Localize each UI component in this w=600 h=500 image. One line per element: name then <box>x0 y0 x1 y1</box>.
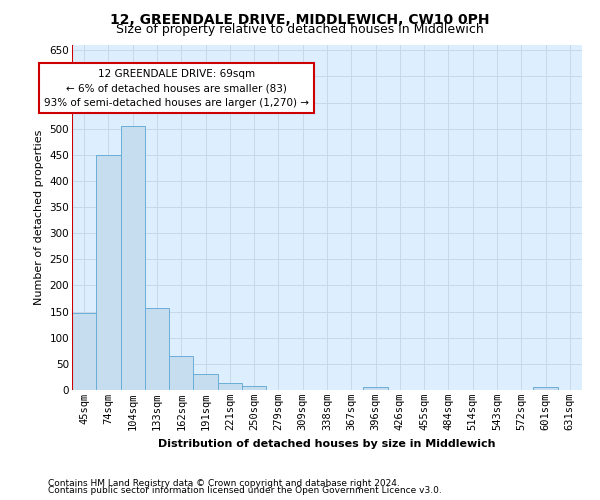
Text: Contains HM Land Registry data © Crown copyright and database right 2024.: Contains HM Land Registry data © Crown c… <box>48 478 400 488</box>
Bar <box>193 374 218 390</box>
Bar <box>533 388 558 390</box>
Text: Size of property relative to detached houses in Middlewich: Size of property relative to detached ho… <box>116 22 484 36</box>
Bar <box>242 386 266 390</box>
Text: 12, GREENDALE DRIVE, MIDDLEWICH, CW10 0PH: 12, GREENDALE DRIVE, MIDDLEWICH, CW10 0P… <box>110 12 490 26</box>
X-axis label: Distribution of detached houses by size in Middlewich: Distribution of detached houses by size … <box>158 438 496 448</box>
Bar <box>364 388 388 390</box>
Bar <box>145 308 169 390</box>
Bar <box>218 383 242 390</box>
Text: Contains public sector information licensed under the Open Government Licence v3: Contains public sector information licen… <box>48 486 442 495</box>
Bar <box>121 126 145 390</box>
Bar <box>169 356 193 390</box>
Bar <box>96 156 121 390</box>
Text: 12 GREENDALE DRIVE: 69sqm
← 6% of detached houses are smaller (83)
93% of semi-d: 12 GREENDALE DRIVE: 69sqm ← 6% of detach… <box>44 68 309 108</box>
Y-axis label: Number of detached properties: Number of detached properties <box>34 130 44 305</box>
Bar <box>72 313 96 390</box>
